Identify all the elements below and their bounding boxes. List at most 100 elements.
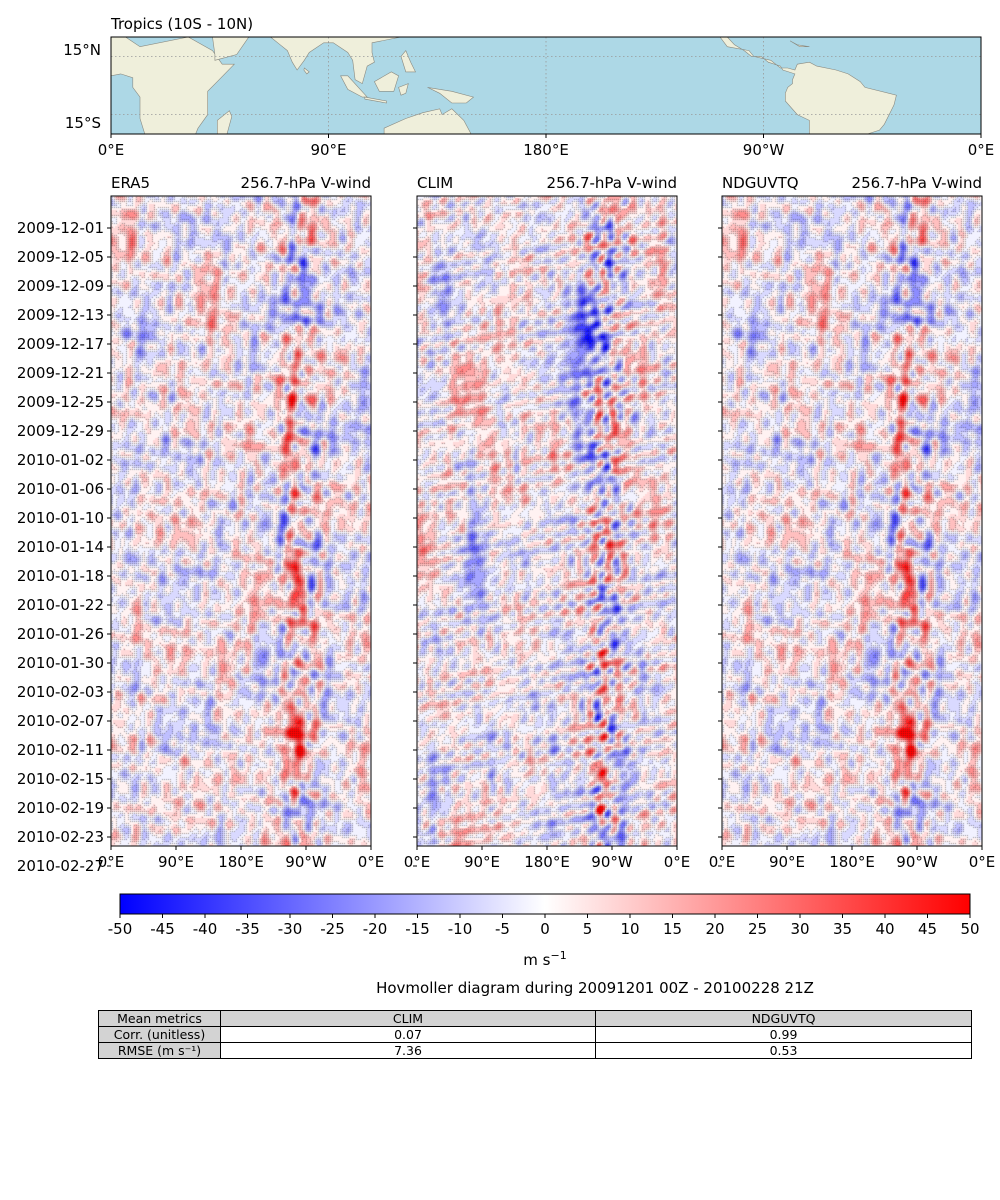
date-tick-label: 2010-01-30 — [17, 654, 104, 672]
date-tick-label: 2009-12-17 — [17, 335, 104, 353]
date-tick-label: 2010-01-22 — [17, 596, 104, 614]
lon-tick-label: 0°E — [664, 853, 691, 871]
colorbar-tick-label: 20 — [705, 920, 724, 938]
land-shape — [303, 67, 310, 75]
colorbar-tick-label: -20 — [363, 920, 388, 938]
date-tick-label: 2010-02-15 — [17, 770, 104, 788]
colorbar-tick-label: 40 — [875, 920, 894, 938]
metrics-row: Corr. (unitless) 0.07 0.99 — [98, 1026, 972, 1043]
map-xtick-label: 90°E — [310, 141, 346, 159]
colorbar-tick-label: -45 — [150, 920, 175, 938]
metrics-cell: 0.53 — [595, 1042, 972, 1059]
metrics-cell: 7.36 — [220, 1042, 596, 1059]
land-shape — [398, 83, 409, 96]
date-tick-label: 2009-12-05 — [17, 248, 104, 266]
colorbar-tick-label: 30 — [790, 920, 809, 938]
land-shape — [789, 40, 810, 48]
lon-tick-label: 90°W — [285, 853, 327, 871]
map: 15°N 15°S 0°E 90°E 180°E 90°W 0°E — [63, 36, 995, 159]
map-xtick-label: 90°W — [743, 141, 785, 159]
metrics-row-label: Corr. (unitless) — [98, 1026, 221, 1043]
colorbar-tick-label: -30 — [278, 920, 303, 938]
map-title: Tropics (10S - 10N) — [110, 15, 253, 33]
land-shape — [383, 108, 472, 134]
hovmoller-panels: ERA5 256.7-hPa V-wind 2009-12-01 2009-12-05… — [17, 174, 995, 875]
land-shape — [719, 37, 897, 134]
colorbar-tick-label: -35 — [235, 920, 260, 938]
panel-subtitle: 256.7-hPa V-wind — [241, 174, 371, 192]
lon-tick-label: 90°W — [896, 853, 938, 871]
colorbar-label-exponent: −1 — [550, 949, 566, 962]
colorbar-tick-label: 35 — [833, 920, 852, 938]
colorbar-tick-label: -15 — [405, 920, 430, 938]
date-tick-label: 2010-01-18 — [17, 567, 104, 585]
colorbar-label-unit: m s — [523, 951, 550, 969]
land-shape — [212, 37, 250, 61]
date-tick-label: 2010-02-19 — [17, 799, 104, 817]
map-xtick-label: 0°E — [968, 141, 995, 159]
colorbar-tick-label: 25 — [748, 920, 767, 938]
date-tick-label: 2010-02-03 — [17, 683, 104, 701]
metrics-header-cell: CLIM — [220, 1010, 596, 1027]
metrics-row: RMSE (m s⁻¹) 7.36 0.53 — [98, 1042, 972, 1059]
lon-tick-label: 180°E — [524, 853, 570, 871]
lon-tick-label: 90°E — [769, 853, 805, 871]
panel-field — [111, 196, 371, 846]
lon-tick-label: 0°E — [404, 853, 431, 871]
date-tick-label: 2010-02-23 — [17, 828, 104, 846]
date-tick-label: 2010-01-02 — [17, 451, 104, 469]
date-tick-label: 2009-12-21 — [17, 364, 104, 382]
metrics-header-row: Mean metrics CLIM NDGUVTQ — [98, 1010, 972, 1027]
panel-era5: ERA5 256.7-hPa V-wind 2009-12-01 2009-12-05… — [17, 174, 384, 875]
panel-field — [417, 196, 677, 846]
metrics-header-cell: Mean metrics — [98, 1010, 221, 1027]
land-shape — [217, 110, 233, 134]
metrics-cell: 0.07 — [220, 1026, 596, 1043]
map-gridlines — [111, 37, 981, 134]
lon-tick-label: 0°E — [969, 853, 996, 871]
land-shape — [270, 37, 402, 85]
map-xtick-label: 180°E — [523, 141, 569, 159]
colorbar-tick-label: -10 — [448, 920, 473, 938]
colorbar-tick-label: -5 — [495, 920, 510, 938]
date-tick-label: 2010-02-27 — [17, 857, 104, 875]
map-land — [111, 37, 897, 134]
map-xticks: 0°E 90°E 180°E 90°W 0°E — [98, 134, 995, 159]
metrics-row-label: RMSE (m s⁻¹) — [98, 1042, 221, 1059]
colorbar-tick-label: 15 — [663, 920, 682, 938]
colorbar-tick-label: 0 — [540, 920, 550, 938]
colorbar-tick-label: -50 — [108, 920, 133, 938]
panel-clim: CLIM 256.7-hPa V-wind 0°E 90°E 180°E 90°W 0°E — [404, 174, 691, 871]
lon-tick-label: 0°E — [98, 853, 125, 871]
lon-tick-label: 90°E — [158, 853, 194, 871]
panel-subtitle: 256.7-hPa V-wind — [852, 174, 982, 192]
metrics-header-cell: NDGUVTQ — [595, 1010, 972, 1027]
figure-caption: Hovmoller diagram during 20091201 00Z - … — [376, 979, 814, 997]
date-tick-label: 2010-01-14 — [17, 538, 104, 556]
lon-tick-label: 180°E — [218, 853, 264, 871]
date-tick-label: 2009-12-29 — [17, 422, 104, 440]
map-xtick-label: 0°E — [98, 141, 125, 159]
colorbar-tick-label: -40 — [193, 920, 218, 938]
map-ytick-label: 15°S — [65, 114, 101, 132]
panel-title: NDGUVTQ — [722, 174, 799, 192]
lon-tick-label: 90°E — [464, 853, 500, 871]
date-tick-label: 2010-01-26 — [17, 625, 104, 643]
date-tick-label: 2010-02-07 — [17, 712, 104, 730]
panel-ndguvtq: NDGUVTQ 256.7-hPa V-wind 0°E 90°E 180°E 90°W 0… — [709, 174, 996, 871]
land-shape — [374, 71, 399, 92]
date-tick-label: 2010-01-10 — [17, 509, 104, 527]
panel-field — [722, 196, 982, 846]
colorbar-tick-label: 10 — [620, 920, 639, 938]
lon-tick-label: 0°E — [358, 853, 385, 871]
colorbar-bar — [119, 893, 971, 915]
lon-tick-label: 90°W — [591, 853, 633, 871]
lon-tick-label: 0°E — [709, 853, 736, 871]
lon-tick-label: 180°E — [829, 853, 875, 871]
colorbar-label: m s−1 — [523, 949, 566, 969]
colorbar-ticks: -50 -45 -40 -35 -30 -25 -20 -15 -10 -5 0 5 10 15 20 25 3… — [108, 914, 980, 938]
date-tick-label: 2009-12-25 — [17, 393, 104, 411]
colorbar: -50 -45 -40 -35 -30 -25 -20 -15 -10 -5 0 5 10 15 20 25 3… — [108, 893, 980, 969]
date-tick-label: 2009-12-01 — [17, 219, 104, 237]
